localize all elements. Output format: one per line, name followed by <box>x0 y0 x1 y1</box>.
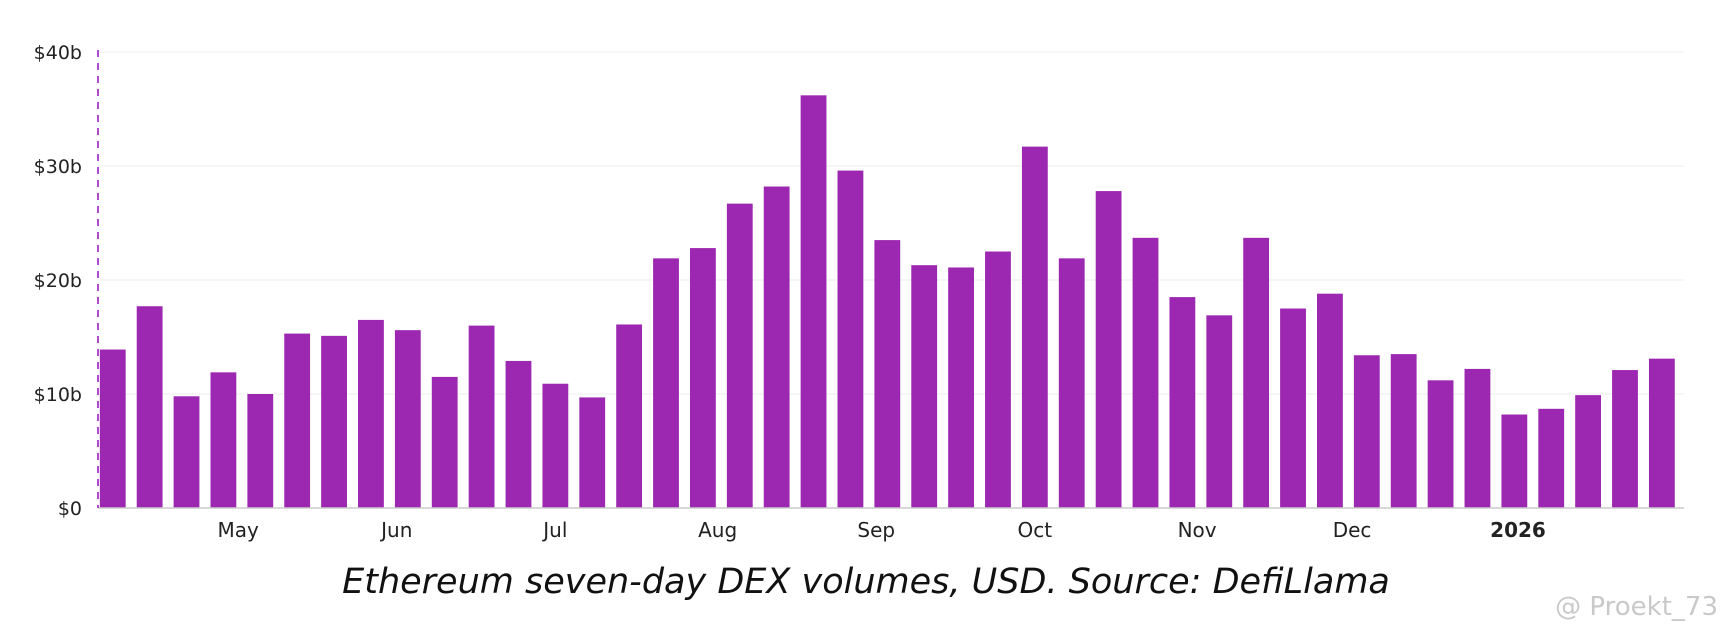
y-tick-label: $0 <box>58 498 82 520</box>
x-tick-label: Sep <box>857 518 895 542</box>
bar[interactable] <box>1390 354 1417 508</box>
bar[interactable] <box>689 248 716 508</box>
x-axis-ticks: May Jun Jul Aug Sep Oct Nov Dec 2026 <box>217 518 1545 542</box>
bar[interactable] <box>99 349 126 508</box>
bar[interactable] <box>911 265 938 508</box>
chart-caption: Ethereum seven-day DEX volumes, USD. Sou… <box>342 562 1390 602</box>
bar[interactable] <box>1575 395 1602 508</box>
x-tick-label: Oct <box>1018 518 1053 542</box>
bar[interactable] <box>985 251 1011 509</box>
bar[interactable] <box>763 186 790 508</box>
y-tick-label: $20b <box>34 270 82 292</box>
bar[interactable] <box>1169 297 1196 508</box>
bar[interactable] <box>1501 414 1528 508</box>
bar[interactable] <box>1243 237 1270 508</box>
bar[interactable] <box>1206 315 1233 508</box>
bar[interactable] <box>394 330 421 508</box>
bar[interactable] <box>1317 293 1343 508</box>
y-axis-ticks: $0 $10b $20b $30b $40b <box>34 42 82 520</box>
x-tick-label: Jun <box>379 518 412 542</box>
bar[interactable] <box>579 397 606 508</box>
bar[interactable] <box>358 319 384 508</box>
bar[interactable] <box>800 95 827 508</box>
y-tick-label: $10b <box>34 384 82 406</box>
bar[interactable] <box>284 333 311 508</box>
watermark: @ Proekt_73 <box>1555 592 1718 622</box>
bar[interactable] <box>1464 368 1491 508</box>
bar[interactable] <box>247 394 274 508</box>
bar[interactable] <box>321 335 347 508</box>
bar[interactable] <box>505 360 532 508</box>
bar[interactable] <box>431 376 458 508</box>
bar[interactable] <box>1648 358 1675 508</box>
x-tick-label: Nov <box>1178 518 1217 542</box>
bar[interactable] <box>616 324 643 508</box>
bar[interactable] <box>542 383 569 508</box>
bar[interactable] <box>653 258 679 508</box>
bar[interactable] <box>1021 146 1048 508</box>
bar[interactable] <box>1058 258 1085 508</box>
x-tick-label: Jul <box>541 518 567 542</box>
bar[interactable] <box>1280 308 1306 509</box>
x-tick-label: Dec <box>1333 518 1372 542</box>
x-tick-label: Aug <box>698 518 737 542</box>
bar[interactable] <box>136 306 163 508</box>
bar[interactable] <box>1612 370 1638 508</box>
bar[interactable] <box>1095 191 1122 508</box>
bar[interactable] <box>874 240 901 508</box>
bar[interactable] <box>173 396 200 508</box>
x-tick-label: 2026 <box>1490 518 1546 542</box>
y-tick-label: $40b <box>34 42 82 64</box>
bar[interactable] <box>726 203 753 508</box>
bar-series <box>99 95 1675 509</box>
bar[interactable] <box>1538 408 1565 508</box>
dex-volume-bar-chart: $0 $10b $20b $30b $40b May Jun Jul Aug Sep Oct Nov… <box>34 42 1684 542</box>
bar[interactable] <box>1132 237 1159 508</box>
x-tick-label: May <box>217 518 259 542</box>
bar[interactable] <box>468 325 495 508</box>
bar[interactable] <box>1427 380 1454 508</box>
bar[interactable] <box>210 372 237 508</box>
bar[interactable] <box>837 170 864 508</box>
bar[interactable] <box>948 267 974 508</box>
y-tick-label: $30b <box>34 156 82 178</box>
bar[interactable] <box>1353 355 1380 508</box>
